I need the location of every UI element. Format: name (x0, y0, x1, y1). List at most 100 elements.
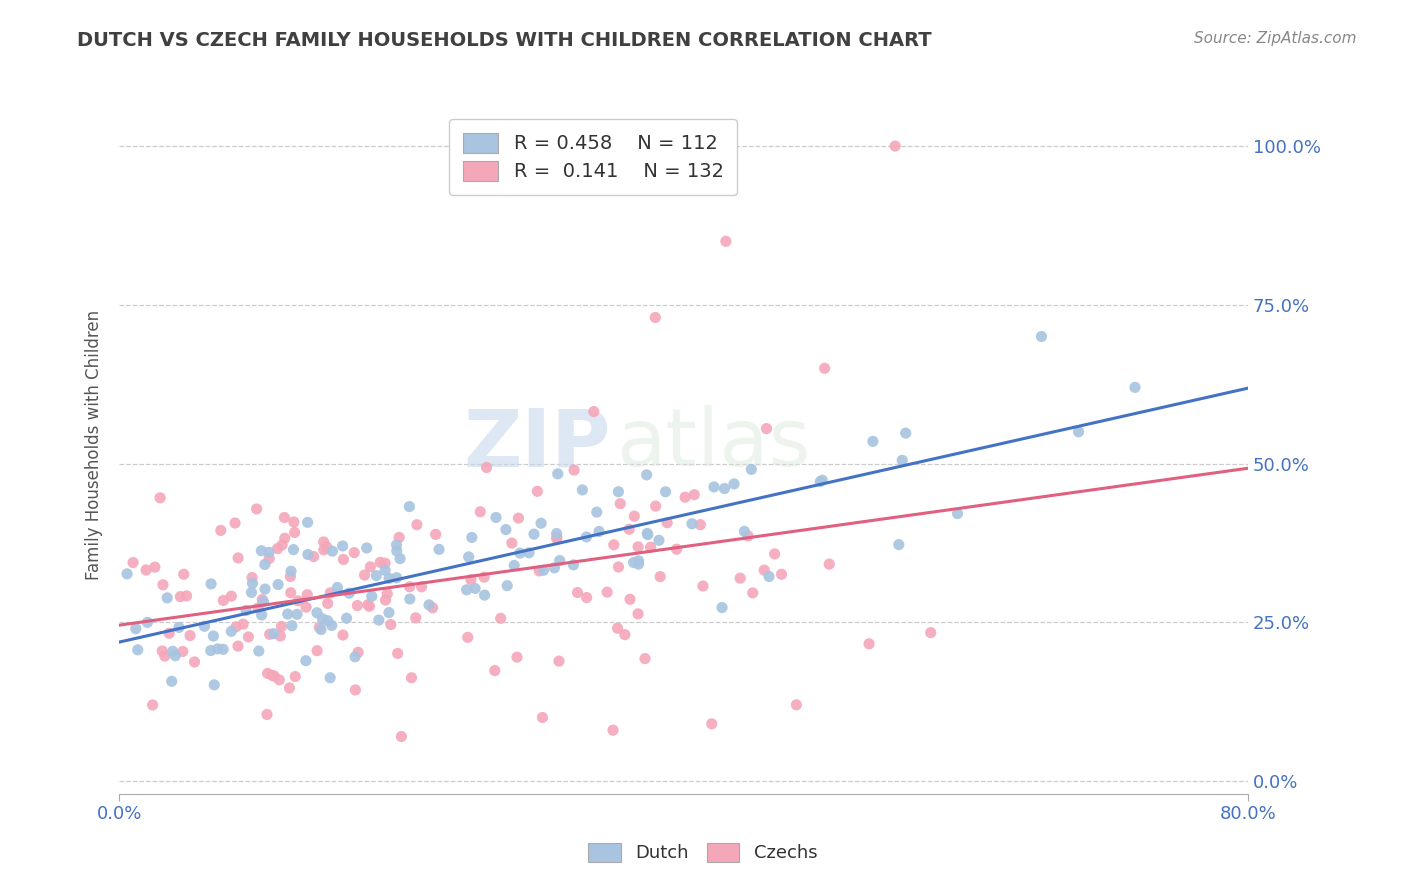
Point (755, 421, 778, 435)
Point (418, 598, 440, 612)
Point (811, 473, 834, 487)
Y-axis label: Family Households with Children: Family Households with Children (86, 310, 103, 580)
Point (278, 681, 301, 695)
Point (562, 558, 585, 572)
Text: ZIP: ZIP (463, 406, 610, 483)
Point (714, 235, 737, 249)
Point (212, 593, 235, 607)
Point (315, 540, 337, 554)
Point (281, 618, 304, 632)
Point (307, 643, 329, 657)
Point (523, 527, 546, 541)
Point (259, 627, 281, 641)
Point (176, 589, 198, 603)
Point (603, 538, 626, 552)
Point (263, 669, 285, 683)
Point (280, 569, 302, 583)
Point (167, 620, 190, 634)
Point (359, 599, 381, 614)
Point (506, 650, 529, 665)
Point (785, 698, 807, 712)
Point (332, 628, 354, 642)
Point (311, 612, 333, 626)
Point (920, 625, 942, 640)
Point (380, 617, 402, 632)
Point (501, 536, 523, 550)
Point (262, 668, 284, 682)
Point (136, 615, 159, 630)
Point (252, 594, 274, 608)
Point (269, 673, 291, 687)
Point (266, 541, 288, 556)
Point (398, 592, 420, 607)
Point (740, 462, 762, 476)
Point (240, 585, 263, 599)
Point (470, 505, 492, 519)
Point (235, 603, 257, 617)
Point (247, 644, 270, 658)
Point (602, 723, 624, 738)
Point (634, 651, 657, 665)
Point (763, 547, 786, 561)
Point (546, 526, 568, 541)
Point (728, 571, 751, 585)
Point (529, 564, 551, 578)
Point (336, 611, 359, 625)
Point (270, 619, 292, 633)
Point (125, 622, 148, 636)
Point (246, 502, 269, 516)
Point (484, 664, 506, 678)
Point (173, 567, 195, 582)
Point (127, 642, 149, 657)
Point (389, 551, 412, 566)
Point (172, 644, 194, 658)
Point (644, 310, 666, 325)
Point (596, 585, 619, 599)
Point (353, 568, 375, 582)
Point (858, 637, 880, 651)
Point (588, 524, 610, 539)
Point (884, 139, 907, 153)
Point (406, 517, 429, 532)
Point (741, 586, 763, 600)
Point (475, 460, 498, 475)
Point (284, 525, 307, 540)
Point (648, 533, 671, 548)
Point (818, 557, 841, 571)
Point (474, 588, 496, 602)
Point (357, 598, 380, 612)
Point (526, 484, 548, 499)
Point (374, 556, 396, 570)
Point (297, 588, 319, 602)
Point (644, 499, 666, 513)
Point (703, 480, 725, 494)
Point (495, 523, 517, 537)
Point (321, 618, 343, 632)
Point (283, 515, 305, 529)
Point (142, 698, 165, 712)
Point (250, 543, 273, 558)
Point (250, 592, 273, 607)
Point (240, 570, 263, 584)
Point (387, 647, 409, 661)
Legend: R = 0.458    N = 112, R =  0.141    N = 132: R = 0.458 N = 112, R = 0.141 N = 132 (450, 119, 737, 195)
Point (200, 643, 222, 657)
Point (427, 542, 450, 557)
Point (754, 563, 776, 577)
Point (284, 669, 307, 683)
Point (654, 484, 676, 499)
Point (862, 434, 884, 449)
Point (225, 620, 247, 634)
Point (360, 589, 382, 603)
Point (297, 548, 319, 562)
Point (623, 556, 645, 570)
Point (332, 552, 354, 566)
Point (316, 614, 339, 628)
Point (326, 581, 349, 595)
Point (456, 582, 478, 597)
Point (530, 516, 553, 531)
Point (422, 600, 444, 615)
Point (263, 626, 285, 640)
Point (122, 556, 145, 570)
Point (887, 538, 910, 552)
